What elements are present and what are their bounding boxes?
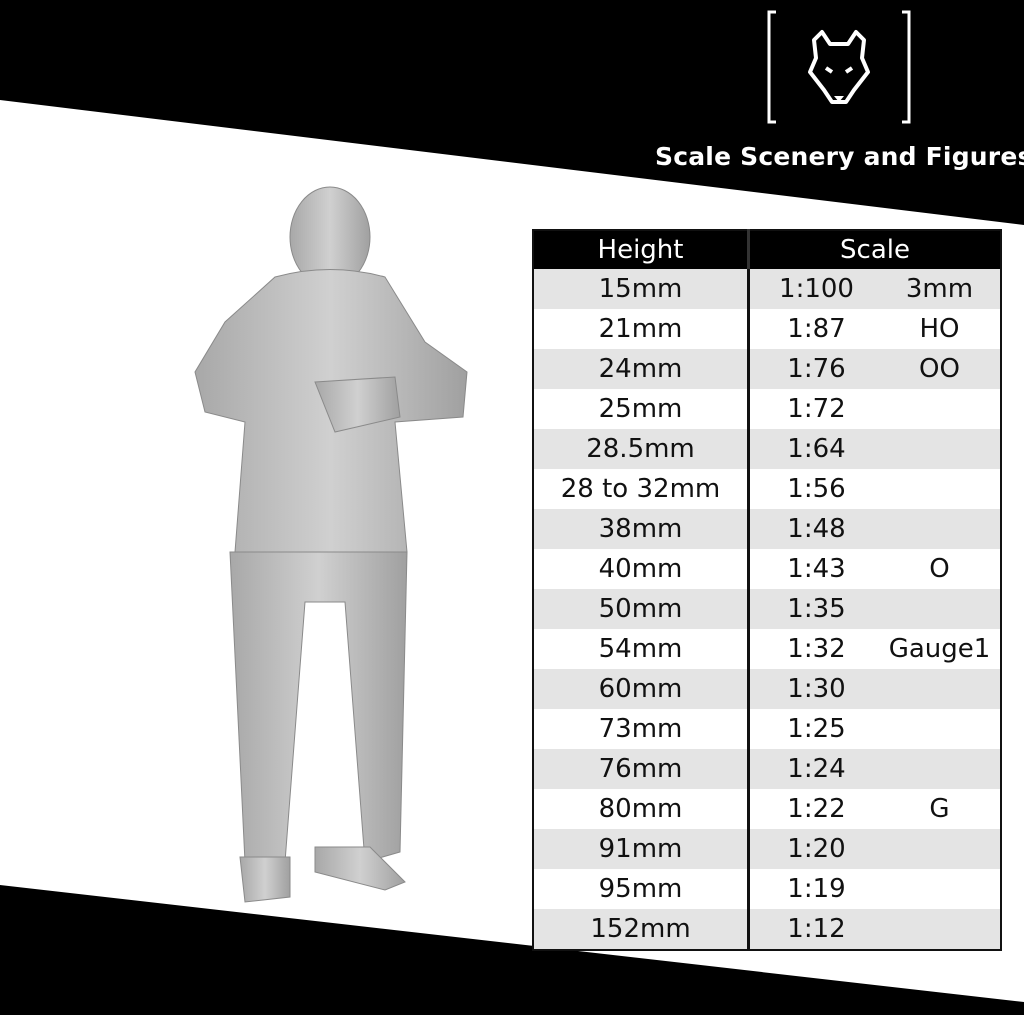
cell-height: 25mm: [533, 389, 750, 429]
table-row: 73mm 1:25: [533, 709, 1001, 749]
table-row: 95mm 1:19: [533, 869, 1001, 909]
cell-gauge: [879, 389, 1001, 429]
cell-ratio: 1:12: [748, 909, 879, 950]
cell-ratio: 1:19: [748, 869, 879, 909]
cell-height: 60mm: [533, 669, 750, 709]
cell-gauge: [879, 429, 1001, 469]
cell-ratio: 1:20: [748, 829, 879, 869]
cell-ratio: 1:24: [748, 749, 879, 789]
cell-ratio: 1:25: [748, 709, 879, 749]
cell-gauge: [879, 669, 1001, 709]
table-row: 24mm 1:76 OO: [533, 349, 1001, 389]
table-row: 38mm 1:48: [533, 509, 1001, 549]
cell-gauge: [879, 749, 1001, 789]
header-height: Height: [533, 230, 750, 269]
cell-gauge: [879, 909, 1001, 950]
cell-height: 40mm: [533, 549, 750, 589]
cell-gauge: Gauge1: [879, 629, 1001, 669]
cell-gauge: [879, 469, 1001, 509]
table-row: 152mm 1:12: [533, 909, 1001, 950]
table-row: 15mm 1:100 3mm: [533, 269, 1001, 309]
cell-ratio: 1:87: [748, 309, 879, 349]
cell-gauge: OO: [879, 349, 1001, 389]
table-row: 40mm 1:43 O: [533, 549, 1001, 589]
cell-height: 38mm: [533, 509, 750, 549]
cell-height: 15mm: [533, 269, 750, 309]
cell-height: 152mm: [533, 909, 750, 950]
cell-gauge: [879, 829, 1001, 869]
cell-ratio: 1:35: [748, 589, 879, 629]
cell-gauge: HO: [879, 309, 1001, 349]
table-row: 76mm 1:24: [533, 749, 1001, 789]
cell-ratio: 1:56: [748, 469, 879, 509]
cell-height: 28.5mm: [533, 429, 750, 469]
figure-image: [194, 186, 468, 903]
table-row: 80mm 1:22 G: [533, 789, 1001, 829]
cell-ratio: 1:100: [748, 269, 879, 309]
cell-ratio: 1:76: [748, 349, 879, 389]
brand-name: Scale Scenery and Figures: [655, 142, 1024, 171]
cell-height: 73mm: [533, 709, 750, 749]
cell-gauge: [879, 509, 1001, 549]
cell-height: 50mm: [533, 589, 750, 629]
cell-ratio: 1:22: [748, 789, 879, 829]
wolf-head-icon: [767, 10, 911, 124]
table-row: 60mm 1:30: [533, 669, 1001, 709]
table-row: 50mm 1:35: [533, 589, 1001, 629]
scale-table: Height Scale 15mm 1:100 3mm 21mm 1:87 HO 24mm 1…: [532, 229, 1002, 951]
cell-ratio: 1:64: [748, 429, 879, 469]
cell-gauge: 3mm: [879, 269, 1001, 309]
cell-ratio: 1:30: [748, 669, 879, 709]
cell-ratio: 1:32: [748, 629, 879, 669]
cell-height: 95mm: [533, 869, 750, 909]
cell-ratio: 1:43: [748, 549, 879, 589]
cell-gauge: [879, 709, 1001, 749]
cell-gauge: [879, 589, 1001, 629]
cell-gauge: [879, 869, 1001, 909]
table-row: 25mm 1:72: [533, 389, 1001, 429]
table-row: 21mm 1:87 HO: [533, 309, 1001, 349]
cell-height: 54mm: [533, 629, 750, 669]
cell-height: 24mm: [533, 349, 750, 389]
table-row: 28.5mm 1:64: [533, 429, 1001, 469]
cell-height: 80mm: [533, 789, 750, 829]
cell-ratio: 1:72: [748, 389, 879, 429]
header-scale: Scale: [748, 230, 1001, 269]
table-row: 28 to 32mm 1:56: [533, 469, 1001, 509]
cell-gauge: G: [879, 789, 1001, 829]
cell-ratio: 1:48: [748, 509, 879, 549]
cell-height: 21mm: [533, 309, 750, 349]
cell-gauge: O: [879, 549, 1001, 589]
cell-height: 76mm: [533, 749, 750, 789]
cell-height: 91mm: [533, 829, 750, 869]
table-row: 91mm 1:20: [533, 829, 1001, 869]
table-row: 54mm 1:32 Gauge1: [533, 629, 1001, 669]
cell-height: 28 to 32mm: [533, 469, 750, 509]
